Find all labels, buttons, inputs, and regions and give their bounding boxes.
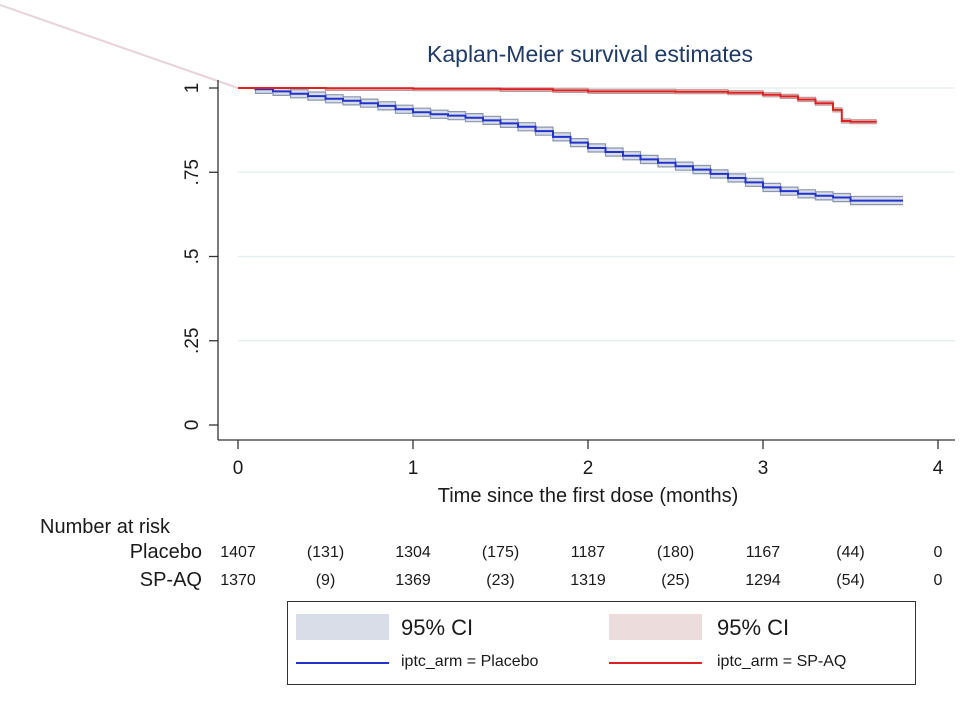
legend-ci-label-placebo: 95% CI bbox=[401, 615, 474, 640]
x-tick-label-2: 2 bbox=[583, 458, 594, 479]
risk-cell: 1370 bbox=[220, 572, 256, 589]
series-line-0 bbox=[238, 87, 903, 202]
legend-ci-swatch-placebo bbox=[296, 614, 389, 640]
y-tick-label-0: 0 bbox=[182, 420, 203, 431]
risk-cell: 1407 bbox=[220, 544, 256, 561]
risk-row-label-placebo: Placebo bbox=[129, 541, 202, 563]
series-lines bbox=[238, 87, 903, 202]
risk-cell: 1369 bbox=[395, 572, 431, 589]
x-tick-label-0: 0 bbox=[233, 458, 244, 479]
legend-line-label-spaq: iptc_arm = SP-AQ bbox=[717, 653, 847, 670]
x-tick-label-3: 3 bbox=[758, 458, 769, 479]
y-tick-label-1: .25 bbox=[182, 328, 203, 354]
y-tick-label-3: .75 bbox=[182, 159, 203, 185]
legend: 95% CI 95% CI iptc_arm = Placebo iptc_ar… bbox=[287, 601, 916, 685]
decor-diagonal bbox=[0, 4, 239, 89]
y-tick-label-4: 1 bbox=[182, 83, 203, 94]
ci-bands bbox=[238, 87, 903, 206]
series-line-1 bbox=[238, 87, 877, 123]
risk-cell: (175) bbox=[481, 544, 520, 561]
risk-cell: (44) bbox=[836, 544, 865, 561]
chart-title: Kaplan-Meier survival estimates bbox=[427, 41, 753, 67]
x-tick-label-1: 1 bbox=[408, 458, 419, 479]
y-tick-label-2: .5 bbox=[182, 249, 203, 265]
risk-cell: (9) bbox=[315, 572, 336, 589]
risk-cell: (23) bbox=[486, 572, 515, 589]
risk-table-header: Number at risk bbox=[40, 516, 171, 538]
x-axis-label: Time since the first dose (months) bbox=[438, 485, 738, 507]
legend-line-placebo bbox=[296, 662, 389, 664]
risk-cell: 1304 bbox=[395, 544, 431, 561]
ci-upper-0 bbox=[238, 87, 903, 198]
risk-cell: 1187 bbox=[570, 544, 606, 561]
risk-cell: 0 bbox=[933, 544, 943, 561]
risk-cell: 1167 bbox=[745, 544, 781, 561]
risk-cell: 0 bbox=[933, 572, 943, 589]
legend-ci-label-spaq: 95% CI bbox=[717, 615, 790, 640]
ci-lower-0 bbox=[238, 87, 903, 206]
x-tick-label-4: 4 bbox=[933, 458, 944, 479]
axes: 0 1 2 3 4 0 .25 .5 .75 1 bbox=[182, 80, 955, 479]
risk-cell: 1294 bbox=[745, 572, 781, 589]
legend-line-label-placebo: iptc_arm = Placebo bbox=[401, 653, 539, 670]
legend-line-spaq bbox=[609, 662, 702, 664]
decor-group bbox=[0, 4, 239, 89]
risk-cell: (180) bbox=[656, 544, 695, 561]
legend-ci-swatch-spaq bbox=[609, 614, 702, 640]
risk-cell: (25) bbox=[661, 572, 690, 589]
risk-row-label-spaq: SP-AQ bbox=[139, 569, 202, 591]
risk-cell: 1319 bbox=[570, 572, 606, 589]
ci-lower-1 bbox=[238, 87, 877, 125]
risk-cell: (131) bbox=[306, 544, 345, 561]
risk-cell: (54) bbox=[836, 572, 865, 589]
gridlines bbox=[238, 87, 955, 342]
